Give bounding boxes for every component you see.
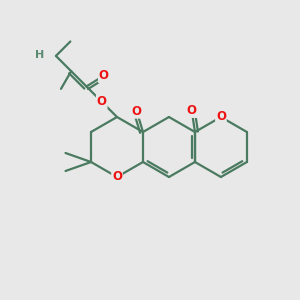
Text: O: O xyxy=(216,110,226,124)
Text: O: O xyxy=(97,95,107,108)
Text: O: O xyxy=(187,104,197,117)
Text: O: O xyxy=(132,105,142,118)
Text: O: O xyxy=(99,69,109,82)
Text: H: H xyxy=(35,50,44,60)
Text: O: O xyxy=(112,170,122,184)
